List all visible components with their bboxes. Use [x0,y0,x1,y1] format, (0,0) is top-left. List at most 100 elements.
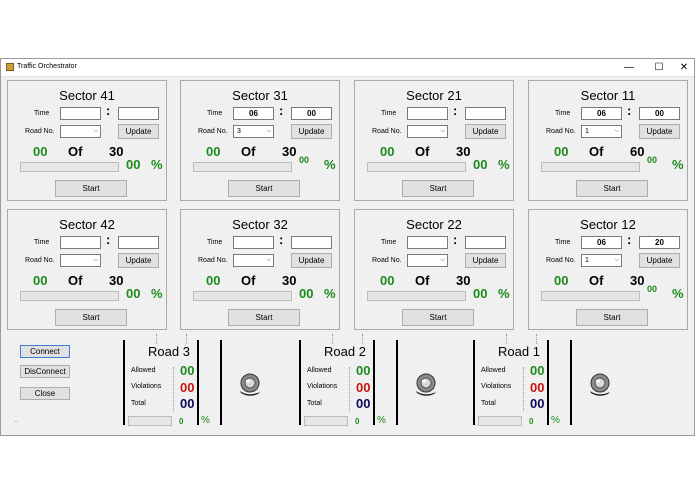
minute-input[interactable] [465,107,506,120]
road-select[interactable]: ⌵ [407,254,448,267]
minute-input[interactable] [291,236,332,249]
road-marking [362,334,363,344]
of-label: Of [241,144,256,159]
minute-input[interactable] [465,236,506,249]
road-select-value: 1 [585,257,589,264]
hour-input[interactable] [60,107,101,120]
chevron-down-icon: ⌵ [266,257,271,263]
road-divider-mid [547,340,549,425]
percent-sign: % [324,286,336,301]
road-select[interactable]: 1 ⌵ [581,125,622,138]
time-colon: : [106,103,111,118]
percent-sign: % [672,157,684,172]
maximize-button[interactable]: ☐ [654,62,664,73]
percent-value: 00 [126,286,141,301]
of-label: Of [415,144,430,159]
road-divider-mid [373,340,375,425]
allowed-value: 00 [530,363,545,378]
hour-input[interactable] [407,107,448,120]
road-title: Road 2 [324,344,366,359]
percent-value: 00 [473,286,488,301]
road-marking [332,334,333,344]
time-label: Time [381,110,397,117]
hour-input[interactable] [60,236,101,249]
road-label: Road No. [372,128,402,135]
minute-input[interactable]: 20 [639,236,680,249]
road-select[interactable]: 3 ⌵ [233,125,274,138]
road-progress-value: 0 [355,417,360,426]
sector-panel: Sector 11 Time 06 : 00 Road No. 1 ⌵ Updat… [528,80,688,201]
progress-bar [20,162,119,172]
hour-input[interactable]: 06 [233,107,274,120]
violations-value: 00 [180,380,195,395]
road-divider-right [396,340,398,425]
start-button[interactable]: Start [576,180,648,197]
start-button[interactable]: Start [55,309,127,326]
road-label: Road No. [546,128,576,135]
progress-bar [541,291,640,301]
road-marking [506,334,507,344]
sector-title: Sector 41 [59,88,115,103]
update-button[interactable]: Update [465,124,506,139]
update-button[interactable]: Update [465,253,506,268]
hour-input[interactable]: 06 [581,107,622,120]
hour-input[interactable] [233,236,274,249]
road-select[interactable]: ⌵ [407,125,448,138]
total-label: Total [481,400,496,407]
close-button[interactable]: Close [20,387,70,400]
percent-sign: % [151,286,163,301]
violations-value: 00 [530,380,545,395]
allowed-label: Allowed [307,367,332,374]
total-value: 30 [456,144,471,159]
total-value: 30 [109,144,124,159]
update-button[interactable]: Update [118,253,159,268]
sector-title: Sector 21 [406,88,462,103]
close-window-button[interactable]: ✕ [679,62,689,73]
road-panel: Road 1 Allowed 00 Violations 00 Total 00… [473,334,633,429]
total-value: 30 [282,273,297,288]
minimize-button[interactable]: — [624,62,634,73]
road-select[interactable]: 1 ⌵ [581,254,622,267]
time-colon: : [453,232,458,247]
road-select[interactable]: ⌵ [233,254,274,267]
sector-title: Sector 11 [580,88,636,103]
sector-panel: Sector 21 Time : Road No. ⌵ Update 00 Of… [354,80,514,201]
start-button[interactable]: Start [228,180,300,197]
update-button[interactable]: Update [291,253,332,268]
hour-input[interactable]: 06 [581,236,622,249]
update-button[interactable]: Update [118,124,159,139]
start-button[interactable]: Start [228,309,300,326]
progress-bar [367,162,466,172]
percent-sign: % [672,286,684,301]
update-button[interactable]: Update [639,253,680,268]
violations-label: Violations [131,383,162,390]
time-colon: : [627,232,632,247]
road-divider-left [473,340,475,425]
minute-input[interactable]: 00 [291,107,332,120]
total-count-value: 00 [356,396,371,411]
start-button[interactable]: Start [402,309,474,326]
road-select[interactable]: ⌵ [60,125,101,138]
minute-input[interactable] [118,236,159,249]
window-title: Traffic Orchestrator [17,63,77,70]
road-title: Road 3 [148,344,190,359]
violations-label: Violations [481,383,512,390]
main-window: Traffic Orchestrator — ☐ ✕ Sector 41 Tim… [0,58,695,436]
connect-button[interactable]: Connect [20,345,70,358]
road-marking [536,334,537,344]
minute-input[interactable]: 00 [639,107,680,120]
disconnect-button[interactable]: DisConnect [20,365,70,378]
minute-input[interactable] [118,107,159,120]
road-label: Road No. [546,257,576,264]
sector-panel: Sector 41 Time : Road No. ⌵ Update 00 Of… [7,80,167,201]
update-button[interactable]: Update [639,124,680,139]
road-progress-bar [304,416,348,426]
start-button[interactable]: Start [576,309,648,326]
update-button[interactable]: Update [291,124,332,139]
road-progress-value: 0 [179,417,184,426]
start-button[interactable]: Start [55,180,127,197]
road-select[interactable]: ⌵ [60,254,101,267]
total-label: Total [307,400,322,407]
start-button[interactable]: Start [402,180,474,197]
hour-input[interactable] [407,236,448,249]
